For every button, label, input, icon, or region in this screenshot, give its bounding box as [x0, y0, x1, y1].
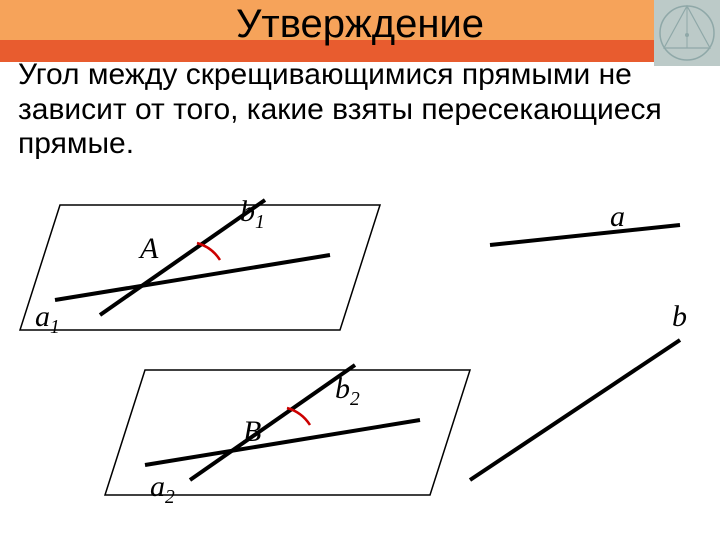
- label-b: b: [672, 300, 687, 334]
- label-b-text: b: [672, 300, 687, 333]
- label-B: B: [243, 415, 261, 449]
- label-b1-sub: 1: [255, 212, 265, 233]
- slide: Утверждение Угол между скрещивающимися п…: [0, 0, 720, 540]
- line-a: [490, 225, 680, 245]
- label-a2-base: a: [150, 470, 165, 503]
- label-a: a: [610, 200, 625, 234]
- angle-arc-2: [287, 408, 310, 425]
- line-a1: [55, 255, 330, 300]
- label-b2-base: b: [335, 372, 350, 405]
- label-A: A: [140, 232, 158, 266]
- line-a2: [145, 420, 420, 465]
- label-b2-sub: 2: [350, 389, 360, 410]
- label-a1-base: a: [35, 300, 50, 333]
- label-a1-sub: 1: [50, 317, 60, 338]
- label-b1-base: b: [240, 195, 255, 228]
- label-a2: a2: [150, 470, 175, 509]
- label-A-text: A: [140, 232, 158, 265]
- label-a1: a1: [35, 300, 60, 339]
- label-B-text: B: [243, 415, 261, 448]
- line-b: [470, 340, 680, 480]
- angle-arc-1: [197, 243, 220, 260]
- label-a2-sub: 2: [165, 487, 175, 508]
- body-text: Угол между скрещивающимися прямыми не за…: [18, 58, 702, 162]
- label-a-text: a: [610, 200, 625, 233]
- line-b2: [190, 365, 355, 480]
- parallelogram-1: [20, 205, 380, 330]
- label-b2: b2: [335, 372, 360, 411]
- label-b1: b1: [240, 195, 265, 234]
- title: Утверждение: [0, 2, 720, 47]
